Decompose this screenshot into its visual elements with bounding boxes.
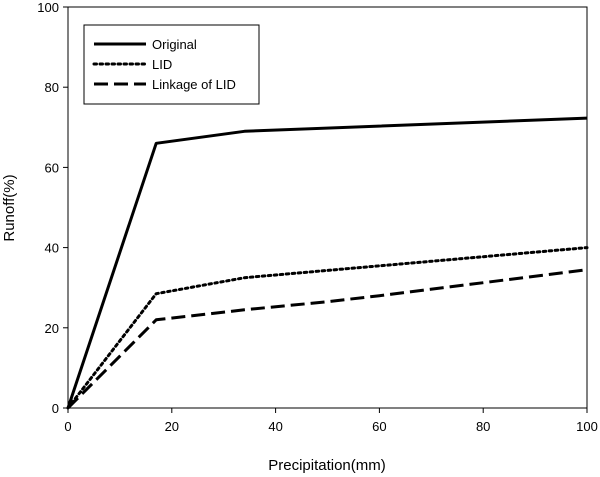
y-tick-label: 0 [52,401,59,416]
x-axis-title: Precipitation(mm) [268,457,386,474]
plot-area-frame [67,6,588,409]
y-tick-label: 20 [45,321,59,336]
series-line-linkage-of-lid [66,268,588,410]
x-tick-label: 60 [372,419,386,434]
x-tick-label: 20 [165,419,179,434]
y-tick-label: 60 [45,160,59,175]
y-tick-label: 80 [45,80,59,95]
x-tick-label: 40 [268,419,282,434]
x-tick-label: 100 [576,419,598,434]
series-line-original [66,116,588,409]
y-axis-title: Runoff(%) [1,174,18,241]
y-tick-label: 40 [45,241,59,256]
series-line-lid [66,246,589,410]
y-tick-label: 100 [37,0,59,15]
legend-label-original: Original [152,37,197,52]
legend-label-linkage-of-lid: Linkage of LID [152,77,236,92]
x-tick-label: 0 [64,419,71,434]
legend-label-lid: LID [152,57,172,72]
x-tick-label: 80 [476,419,490,434]
